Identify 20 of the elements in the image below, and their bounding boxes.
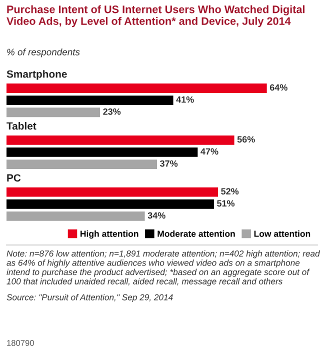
data-label: 34% <box>148 212 166 219</box>
data-label: 23% <box>103 108 121 115</box>
legend-label: Low attention <box>254 230 310 237</box>
data-label: 51% <box>217 200 235 207</box>
source-note: Source: "Pursuit of Attention," Sep 29, 2014 <box>6 294 173 302</box>
data-label: 52% <box>221 188 239 194</box>
y-tick-label: Smartphone <box>6 70 67 80</box>
y-tick-label: PC <box>7 174 21 182</box>
chart-subtitle: % of respondents <box>7 48 80 58</box>
data-label: 56% <box>237 136 255 143</box>
legend-label: Moderate attention <box>158 230 235 237</box>
legend-label: High attention <box>80 230 138 239</box>
data-label: 47% <box>200 148 218 155</box>
data-label: 64% <box>270 84 288 91</box>
chart-title: Purchase Intent of US Internet Users Who Watched Digital Video Ads, by Level of Attention* and Device, July 2014 <box>6 5 304 28</box>
text: Note: n=876 low attention; n=1,891 moderate attention; n=402 high attention; read as 64% of highly attentive audiences who viewed video ads on a smartphone intend to purchase the product advertised; *based on an aggregate score out of 100 that included unaided recall, aided recall, message recall and others <box>6 250 320 286</box>
data-label: 41% <box>176 96 194 103</box>
y-tick-label: Tablet <box>6 122 36 130</box>
data-label: 37% <box>160 160 178 167</box>
text: 180790 <box>7 340 34 346</box>
